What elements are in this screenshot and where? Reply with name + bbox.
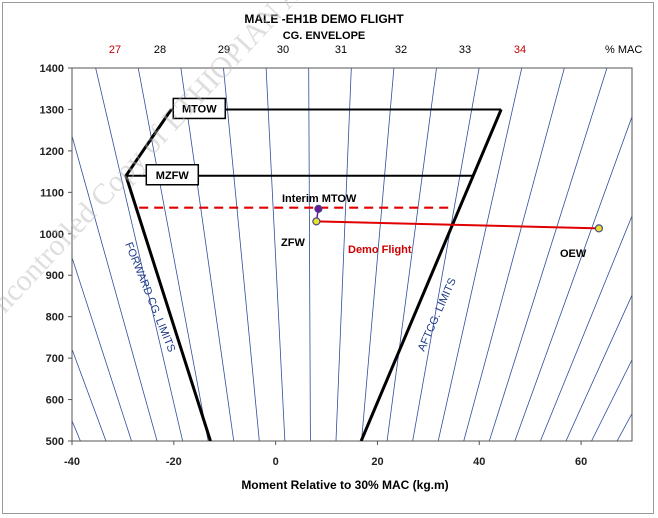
interim-mtow-label: Interim MTOW <box>282 193 357 205</box>
demo-flight-line <box>316 220 599 230</box>
mac-line <box>488 68 608 441</box>
weight-box <box>172 97 227 120</box>
y-tick-label: 700 <box>46 353 64 365</box>
point-layer <box>312 204 604 233</box>
x-tick-label: 20 <box>371 456 383 468</box>
mac-line <box>72 348 107 441</box>
chart-title: MALE -EH1B DEMO FLIGHT <box>244 12 404 26</box>
mac-label: 33 <box>459 44 471 56</box>
mac-label: 29 <box>218 44 230 56</box>
x-tick-label: 0 <box>273 456 279 468</box>
chart-subtitle: CG. ENVELOPE <box>283 30 366 42</box>
mac-line <box>565 294 632 441</box>
zfw-label: ZFW <box>281 237 305 249</box>
series-layer <box>139 206 599 230</box>
mac-label: 34 <box>514 44 526 56</box>
mac-line <box>386 68 437 441</box>
mac-label: 28 <box>154 44 166 56</box>
y-tick-label: 1300 <box>40 104 64 116</box>
y-axis: 500 600 700 800 900 1000 1100 1200 1300 1400 <box>40 63 72 448</box>
mac-line <box>361 68 395 441</box>
mac-line <box>437 68 523 441</box>
mac-line <box>539 214 632 441</box>
mac-line <box>335 68 352 441</box>
aft-cg-limits-label: AFTCG. LIMITS <box>416 276 459 353</box>
aft-limit-line <box>359 108 503 441</box>
weight-box-label: MTOW <box>182 103 217 115</box>
mac-line <box>223 68 260 441</box>
mac-line <box>265 68 286 441</box>
mac-labels: 27 28 29 30 31 32 33 34 <box>109 44 526 56</box>
mac-line <box>72 256 132 441</box>
mac-line <box>463 68 565 441</box>
x-tick-label: 60 <box>575 456 587 468</box>
y-tick-label: 800 <box>46 312 64 324</box>
y-tick-label: 600 <box>46 395 64 407</box>
y-tick-label: 1000 <box>40 229 64 241</box>
oew-label: OEW <box>560 248 587 260</box>
mac-line <box>95 68 184 441</box>
mac-line <box>591 358 632 441</box>
x-axis-label: Moment Relative to 30% MAC (kg.m) <box>241 478 448 492</box>
weight-box-labels: MTOW MZFW <box>145 97 227 186</box>
mac-label: 31 <box>335 44 347 56</box>
data-point <box>314 204 323 214</box>
weight-box-label: MZFW <box>156 170 190 182</box>
y-tick-label: 500 <box>46 436 64 448</box>
plot-area <box>71 67 633 442</box>
mac-line <box>412 68 480 441</box>
demo-flight-label: Demo Flight <box>348 244 412 256</box>
mac-line <box>308 68 311 441</box>
y-tick-label: 1100 <box>40 187 64 199</box>
mac-line <box>137 68 209 441</box>
data-point <box>594 224 604 233</box>
mac-label: 32 <box>395 44 407 56</box>
cg-envelope <box>124 108 503 441</box>
x-tick-label: -20 <box>166 456 182 468</box>
x-tick-label: -40 <box>64 456 80 468</box>
data-point <box>312 217 321 226</box>
mac-line <box>514 115 632 441</box>
x-tick-label: 40 <box>473 456 485 468</box>
x-axis: -40 -20 0 20 40 60 <box>64 441 587 468</box>
mac-label: 27 <box>109 44 121 56</box>
y-tick-label: 1400 <box>40 63 64 75</box>
mac-label: 30 <box>277 44 289 56</box>
y-tick-label: 900 <box>46 270 64 282</box>
mac-line <box>72 134 158 441</box>
weight-box <box>145 164 200 186</box>
y-tick-label: 1200 <box>40 146 64 158</box>
forward-cg-limits-label: FORWARD CG. LIMITS <box>122 241 177 354</box>
mac-unit-label: % MAC <box>605 44 642 56</box>
